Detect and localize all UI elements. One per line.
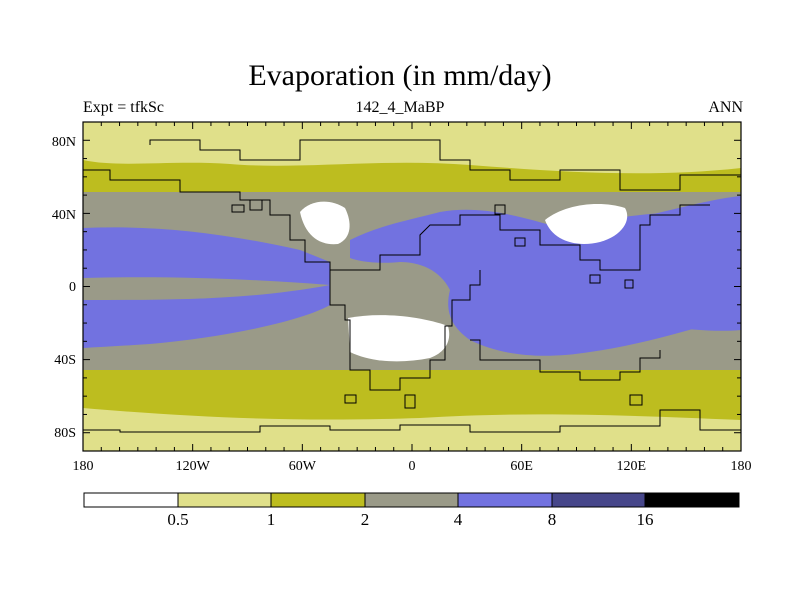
y-tick-label: 80N — [52, 135, 76, 150]
field-pacific-grey-tongue — [83, 277, 330, 300]
colorbar-box — [458, 493, 552, 507]
colorbar-box — [84, 493, 178, 507]
x-tick-label: 60E — [510, 459, 533, 474]
x-tick-label: 180 — [731, 459, 752, 474]
season-label: ANN — [708, 99, 743, 116]
field-tethys-blue — [350, 209, 741, 356]
x-tick-label: 120E — [617, 459, 647, 474]
y-tick-label: 0 — [69, 280, 76, 295]
colorbar-label: 4 — [454, 510, 463, 529]
field-desert-south — [348, 315, 450, 362]
colorbar-label: 0.5 — [167, 510, 188, 529]
field-desert-north-east — [545, 204, 628, 244]
x-tick-label: 120W — [176, 459, 211, 474]
colorbar-box — [365, 493, 458, 507]
x-tick-label: 60W — [289, 459, 317, 474]
colorbar-label: 8 — [548, 510, 557, 529]
x-tick-label: 0 — [409, 459, 416, 474]
colorbar-box — [178, 493, 271, 507]
colorbar-label: 1 — [267, 510, 276, 529]
field-south-pale-band — [83, 408, 741, 451]
colorbar-label: 16 — [637, 510, 654, 529]
coastline-south-landmass — [83, 270, 741, 433]
experiment-label: Expt = tfkSc — [83, 99, 165, 116]
y-tick-label: 40N — [52, 208, 76, 223]
colorbar-label: 2 — [361, 510, 370, 529]
field-desert-north-west — [300, 201, 350, 245]
axis-ticks — [82, 121, 742, 452]
colorbar-box — [552, 493, 645, 507]
x-tick-label: 180 — [73, 459, 94, 474]
y-tick-label: 80S — [54, 426, 76, 441]
colorbar-box — [271, 493, 365, 507]
map-field — [83, 122, 741, 451]
x-axis-labels: 180 120W 60W 0 60E 120E 180 — [73, 459, 752, 474]
coastline-islands — [231, 199, 643, 409]
y-axis-labels: 80N 40N 0 40S 80S — [52, 135, 76, 441]
colorbar: 0.5 1 2 4 8 16 — [83, 492, 740, 529]
coastline-north-landmass — [83, 139, 741, 271]
time-label: 142_4_MaBP — [355, 99, 445, 116]
coastlines — [83, 139, 741, 433]
colorbar-frame — [83, 492, 740, 508]
plot-title: Evaporation (in mm/day) — [248, 59, 552, 92]
y-tick-label: 40S — [54, 353, 76, 368]
colorbar-box — [645, 493, 739, 507]
field-pacific-blue-east — [650, 196, 741, 331]
